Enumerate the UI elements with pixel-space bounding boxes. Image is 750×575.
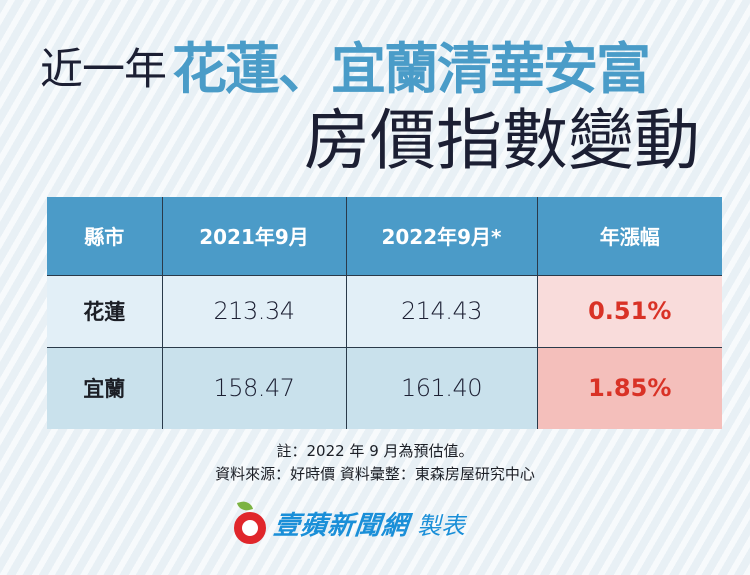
table-row: 宜蘭 158.47 161.40 1.85% — [47, 347, 722, 429]
page-title: 房價指數變動 — [304, 102, 700, 179]
title-highlight: 花蓮、宜蘭清華安富 — [172, 37, 651, 101]
brand-name: 壹蘋新聞網 — [272, 510, 411, 541]
yoy-change-cell: 0.51% — [537, 275, 722, 348]
apple-body-icon — [234, 512, 266, 544]
header-sep-2021: 2021年9月 — [162, 197, 347, 276]
sep-2022-cell: 214.43 — [346, 275, 538, 348]
brand-suffix: 製表 — [417, 511, 466, 540]
title-line-1: 近一年 花蓮、宜蘭清華安富 — [40, 32, 720, 102]
header-sep-2022: 2022年9月* — [346, 197, 538, 276]
yoy-change-cell: 1.85% — [537, 347, 722, 429]
apple-icon — [232, 499, 268, 545]
source-note: 資料來源：好時價 資料彙整：東森房屋研究中心 — [215, 465, 535, 483]
header-yoy-change: 年漲幅 — [537, 197, 722, 276]
title-prefix: 近一年 — [40, 45, 167, 95]
sep-2021-cell: 158.47 — [162, 347, 347, 429]
price-index-table: 縣市 2021年9月 2022年9月* 年漲幅 花蓮 213.34 214.43… — [47, 197, 722, 429]
estimate-note: 註：2022 年 9 月為預估值。 — [276, 442, 474, 460]
leaf-icon — [236, 499, 254, 513]
table-row: 花蓮 213.34 214.43 0.51% — [47, 275, 722, 348]
footnotes: 註：2022 年 9 月為預估值。 資料來源：好時價 資料彙整：東森房屋研究中心 — [0, 440, 750, 486]
header-county: 縣市 — [47, 197, 163, 276]
table-header-row: 縣市 2021年9月 2022年9月* 年漲幅 — [47, 197, 722, 276]
county-cell: 花蓮 — [47, 275, 163, 348]
county-cell: 宜蘭 — [47, 347, 163, 429]
sep-2021-cell: 213.34 — [162, 275, 347, 348]
sep-2022-cell: 161.40 — [346, 347, 538, 429]
brand-logo: 壹蘋新聞網 製表 — [232, 498, 465, 548]
